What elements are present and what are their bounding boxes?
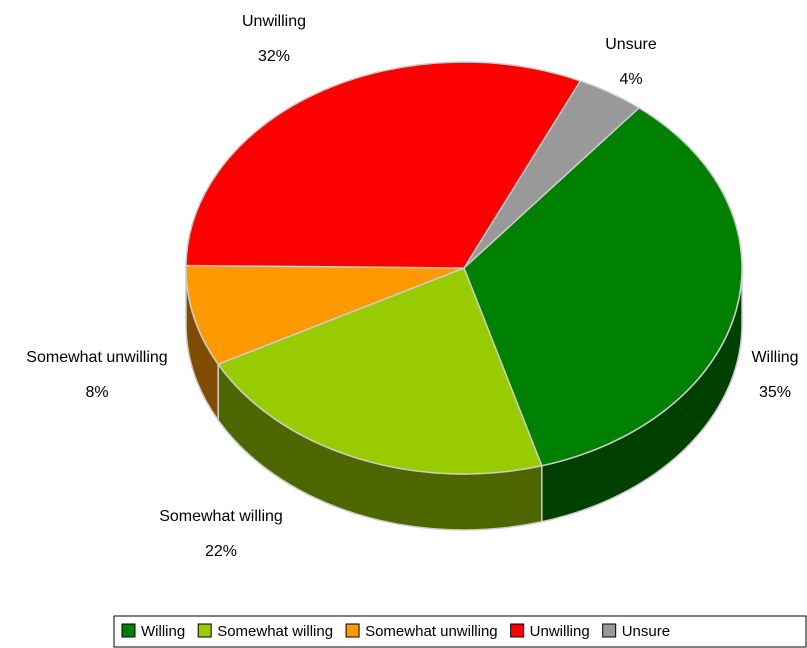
- legend-label: Somewhat willing: [217, 623, 333, 640]
- pie-tops: [185, 61, 743, 475]
- pie-slice: [185, 61, 582, 269]
- legend-label: Somewhat unwilling: [365, 623, 498, 640]
- legend-swatch: [121, 623, 136, 638]
- legend-label: Unsure: [622, 623, 670, 640]
- legend-swatch: [345, 623, 360, 638]
- legend-swatch: [510, 623, 525, 638]
- legend: Willing Somewhat willing Somewhat unwillin…: [113, 615, 807, 648]
- legend-swatch: [602, 623, 617, 638]
- pie-slice: [463, 80, 641, 269]
- slice-value-label: 35%: [759, 384, 791, 401]
- slice-value-label: 8%: [85, 384, 108, 401]
- slice-label: Unsure: [605, 36, 657, 53]
- legend-box: [113, 615, 807, 648]
- pie-slice: [185, 264, 465, 366]
- slice-label: Willing: [751, 349, 798, 366]
- legend-label: Unwilling: [530, 623, 590, 640]
- slice-value-label: 4%: [619, 71, 642, 88]
- slice-label: Unwilling: [242, 13, 306, 30]
- slice-label: Somewhat unwilling: [26, 349, 167, 366]
- legend-label: Willing: [141, 623, 185, 640]
- slice-value-label: 22%: [205, 543, 237, 560]
- pie-slice: [463, 106, 743, 467]
- slice-value-label: 32%: [258, 48, 290, 65]
- pie-slice: [216, 267, 543, 475]
- slice-label: Somewhat willing: [159, 508, 283, 525]
- legend-swatch: [197, 623, 212, 638]
